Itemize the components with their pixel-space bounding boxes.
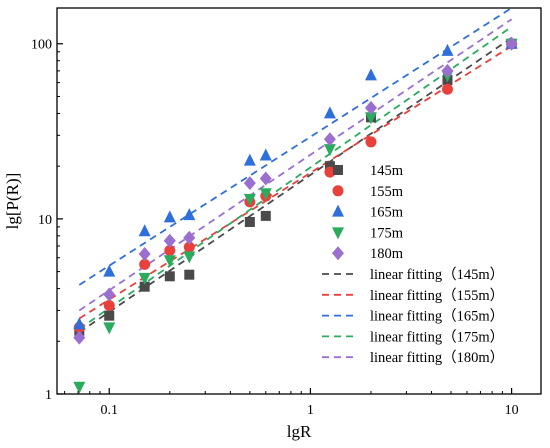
data-point-165m	[163, 210, 176, 223]
legend-marker-180m	[332, 246, 344, 261]
x-tick-label: 1	[307, 403, 314, 418]
data-point-165m	[364, 68, 377, 81]
legend: 145m 155m 165m 175m 180m linear fitting（145m）…	[322, 163, 504, 366]
data-point-145m	[164, 271, 175, 282]
x-axis: 0.1 1 10	[64, 388, 519, 418]
x-tick-label: 10	[505, 403, 519, 418]
data-point-155m	[365, 136, 377, 148]
fit-lines	[78, 8, 513, 334]
fit-line-linear-fitting-155m	[78, 45, 513, 320]
data-point-175m	[103, 322, 116, 335]
data-point-155m	[103, 300, 115, 312]
fit-line-linear-fitting-145m	[78, 37, 513, 334]
data-point-180m	[441, 63, 454, 78]
data-point-180m	[259, 171, 272, 186]
legend-marker-145m	[333, 165, 343, 175]
data-point-175m	[323, 144, 336, 157]
data-point-180m	[138, 247, 151, 262]
y-tick-label: 100	[31, 38, 52, 53]
data-point-155m	[139, 258, 151, 270]
data-point-165m	[183, 208, 196, 221]
x-axis-title: lgR	[287, 422, 312, 441]
data-point-165m	[441, 43, 454, 56]
data-point-145m	[244, 216, 255, 227]
data-point-175m	[73, 381, 86, 394]
fit-line-linear-fitting-175m	[78, 26, 513, 330]
legend-label-linear-fitting-180m: linear fitting（180m）	[370, 349, 504, 366]
legend-marker-155m	[332, 185, 344, 197]
data-point-180m	[323, 132, 336, 147]
data-point-175m	[163, 255, 176, 268]
data-point-175m	[243, 193, 256, 206]
data-point-180m	[103, 287, 116, 302]
legend-marker-165m	[332, 204, 344, 217]
plot-frame	[56, 7, 542, 395]
data-point-145m	[139, 281, 150, 292]
data-point-165m	[259, 148, 272, 161]
data-point-155m	[183, 241, 195, 253]
y-tick-label: 10	[38, 213, 52, 228]
data-point-180m	[505, 36, 518, 51]
data-point-165m	[323, 106, 336, 119]
legend-label-175m: 175m	[370, 225, 404, 241]
legend-label-165m: 165m	[370, 205, 404, 221]
legend-label-linear-fitting-175m: linear fitting（175m）	[370, 328, 504, 345]
data-point-180m	[73, 330, 86, 345]
data-point-155m	[441, 83, 453, 95]
data-point-155m	[324, 166, 336, 178]
legend-label-linear-fitting-155m: linear fitting（155m）	[370, 287, 504, 304]
data-point-180m	[243, 176, 256, 191]
data-point-175m	[259, 188, 272, 201]
data-point-180m	[163, 233, 176, 248]
data-markers	[73, 36, 518, 394]
data-point-175m	[183, 251, 196, 264]
legend-label-145m: 145m	[370, 163, 404, 179]
data-point-180m	[183, 230, 196, 245]
data-point-165m	[73, 317, 86, 330]
data-point-165m	[103, 264, 116, 277]
data-point-155m	[164, 244, 176, 256]
data-point-165m	[243, 153, 256, 166]
y-axis-title: lg[P(R)]	[3, 173, 22, 230]
legend-label-linear-fitting-165m: linear fitting（165m）	[370, 308, 504, 325]
data-point-175m	[138, 272, 151, 285]
data-point-145m	[324, 161, 335, 172]
fit-line-linear-fitting-180m	[78, 18, 513, 312]
x-tick-label: 0.1	[100, 403, 118, 418]
data-point-145m	[104, 310, 115, 321]
data-point-145m	[184, 269, 195, 280]
fit-line-linear-fitting-165m	[78, 8, 513, 286]
legend-label-linear-fitting-145m: linear fitting（145m）	[370, 266, 504, 283]
y-axis: 1 10 100	[31, 38, 63, 403]
data-point-145m	[260, 210, 271, 221]
y-tick-label: 1	[45, 388, 52, 403]
legend-label-180m: 180m	[370, 246, 404, 262]
data-point-165m	[138, 224, 151, 237]
legend-marker-175m	[332, 227, 344, 240]
legend-label-155m: 155m	[370, 184, 404, 200]
data-point-180m	[364, 100, 377, 115]
data-point-175m	[364, 112, 377, 125]
